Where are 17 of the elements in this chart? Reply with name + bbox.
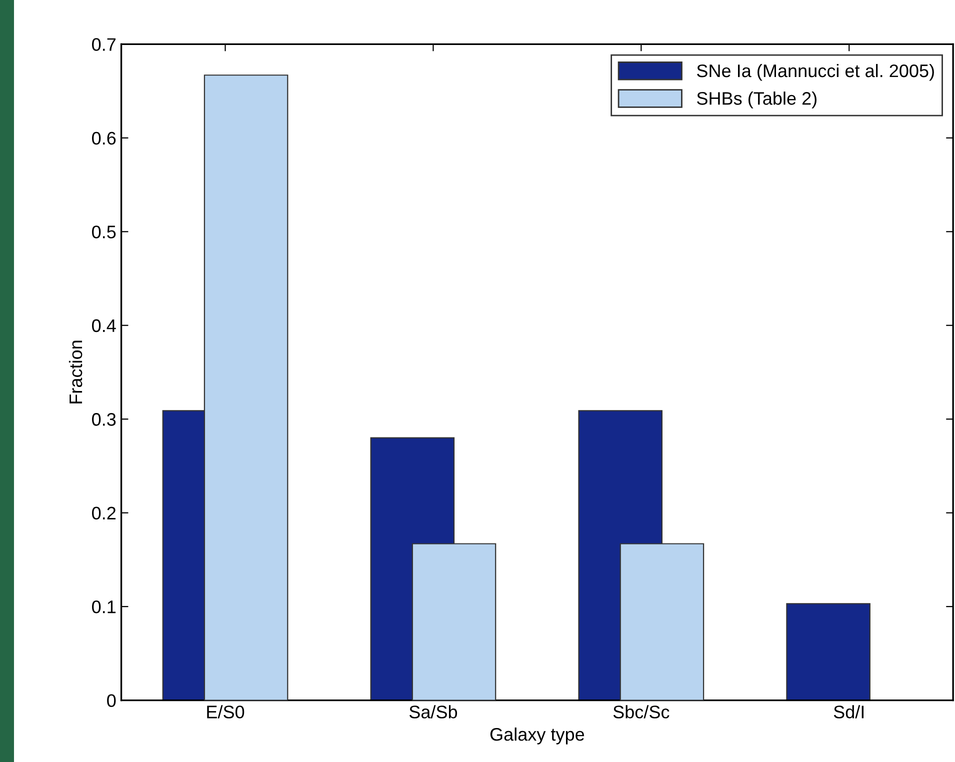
x-axis-title: Galaxy type <box>490 728 584 744</box>
legend-label: SNe Ia (Mannucci et al. 2005) <box>697 64 934 81</box>
y-tick-label: 0.6 <box>92 132 116 145</box>
y-tick-label: 0 <box>107 694 116 707</box>
y-tick-label: 0.7 <box>92 38 116 51</box>
y-tick-label: 0.1 <box>92 600 116 614</box>
x-tick-label: E/S0 <box>207 705 244 718</box>
x-tick-label: Sd/I <box>834 705 864 718</box>
y-tick-label: 0.2 <box>92 506 116 520</box>
bar <box>786 603 870 700</box>
y-axis-title: Fraction <box>68 340 82 404</box>
x-tick-label: Sa/Sb <box>409 705 458 718</box>
y-tick-label: 0.3 <box>92 413 116 426</box>
legend-label: SHBs (Table 2) <box>697 92 816 108</box>
x-tick-label: Sbc/Sc <box>613 705 670 718</box>
y-tick-label: 0.4 <box>92 319 116 332</box>
y-tick-label: 0.5 <box>92 226 116 238</box>
